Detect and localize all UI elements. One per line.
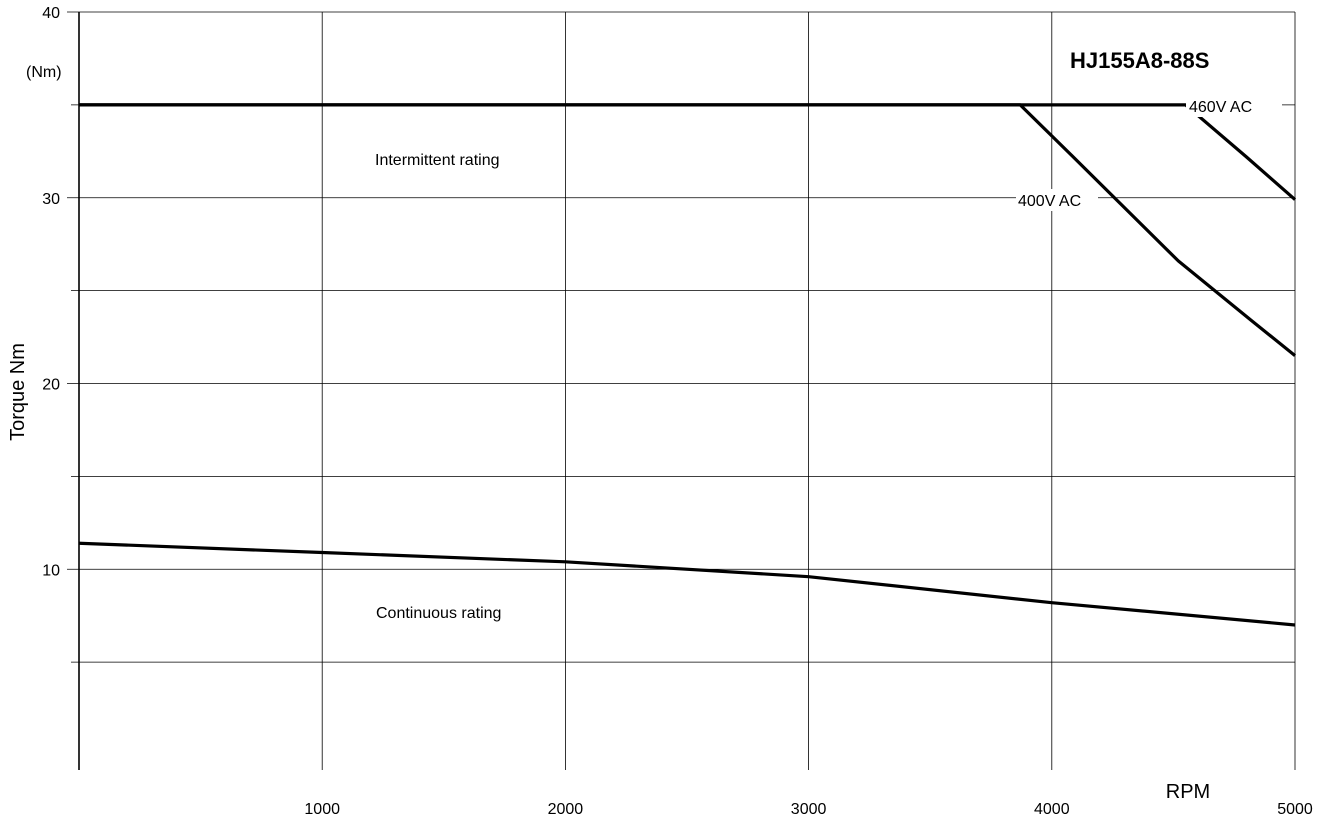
intermittent-rating-label: Intermittent rating <box>375 152 500 169</box>
label-400v-bg <box>1016 189 1098 211</box>
y-axis-title: Torque Nm <box>7 343 29 441</box>
x-tick-label: 2000 <box>548 801 584 818</box>
label-460v: 460V AC <box>1189 99 1252 116</box>
y-unit-label: (Nm) <box>26 64 62 81</box>
x-tick-label: 1000 <box>304 801 340 818</box>
x-tick-label: 3000 <box>791 801 827 818</box>
series-line-1 <box>79 103 1297 201</box>
series-line-2 <box>79 103 1297 357</box>
grid <box>67 11 1296 770</box>
y-tick-label: 40 <box>42 5 60 22</box>
x-axis-title: RPM <box>1166 781 1210 803</box>
y-tick-label: 10 <box>42 562 60 579</box>
chart-title: HJ155A8-88S <box>1070 48 1209 73</box>
label-460v-bg <box>1186 95 1282 117</box>
y-tick-label: 30 <box>42 191 60 208</box>
series <box>78 103 1297 627</box>
series-line-3 <box>78 541 1296 627</box>
x-tick-label: 5000 <box>1277 801 1313 818</box>
tick-labels: 1000 2000 3000 4000 5000 10 20 30 40 <box>42 5 1313 818</box>
x-tick-label: 4000 <box>1034 801 1070 818</box>
y-tick-label: 20 <box>42 377 60 394</box>
label-400v: 400V AC <box>1018 193 1081 210</box>
continuous-rating-label: Continuous rating <box>376 605 501 622</box>
